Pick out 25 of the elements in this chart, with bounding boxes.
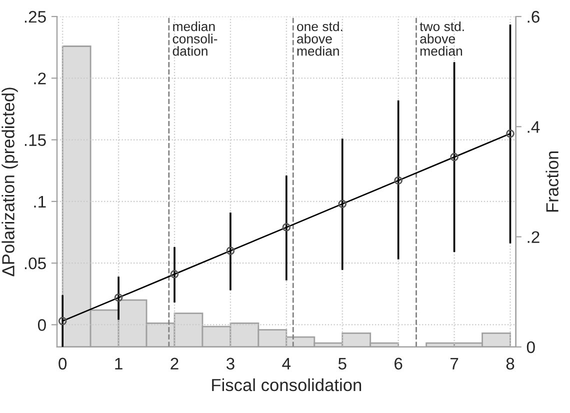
y2-tick-label: .2 (528, 231, 540, 243)
x-axis-title: Fiscal consolidation (212, 378, 362, 392)
x-tick-label: 1 (115, 358, 122, 370)
ref-line-label: median consoli- dation (172, 21, 218, 56)
x-tick-label: 8 (506, 358, 514, 370)
x-tick-label: 7 (450, 358, 458, 370)
y-tick-label: 0 (38, 319, 46, 331)
x-tick-label: 6 (394, 358, 402, 370)
y-tick-label: .25 (24, 10, 46, 23)
y-tick-label: .2 (34, 72, 46, 84)
ref-line-label: two std. above median (420, 21, 464, 56)
x-tick-label: 2 (170, 358, 178, 370)
x-tick-label: 0 (58, 358, 67, 370)
ref-line-label: one std. above median (297, 21, 342, 56)
y2-tick-label: 0 (526, 341, 535, 354)
y-tick-label: .15 (24, 134, 46, 146)
y-axis-title: ΔPolarization (predicted) (2, 88, 18, 276)
x-tick-label: 3 (226, 358, 234, 370)
y2-axis-title: Fraction (546, 151, 558, 212)
x-tick-label: 5 (338, 358, 346, 370)
y2-tick-label: .4 (528, 121, 540, 133)
x-tick-label: 4 (282, 358, 291, 370)
y-tick-label: .1 (34, 196, 46, 208)
y2-tick-label: .6 (528, 10, 540, 23)
y-tick-label: .05 (24, 257, 46, 270)
